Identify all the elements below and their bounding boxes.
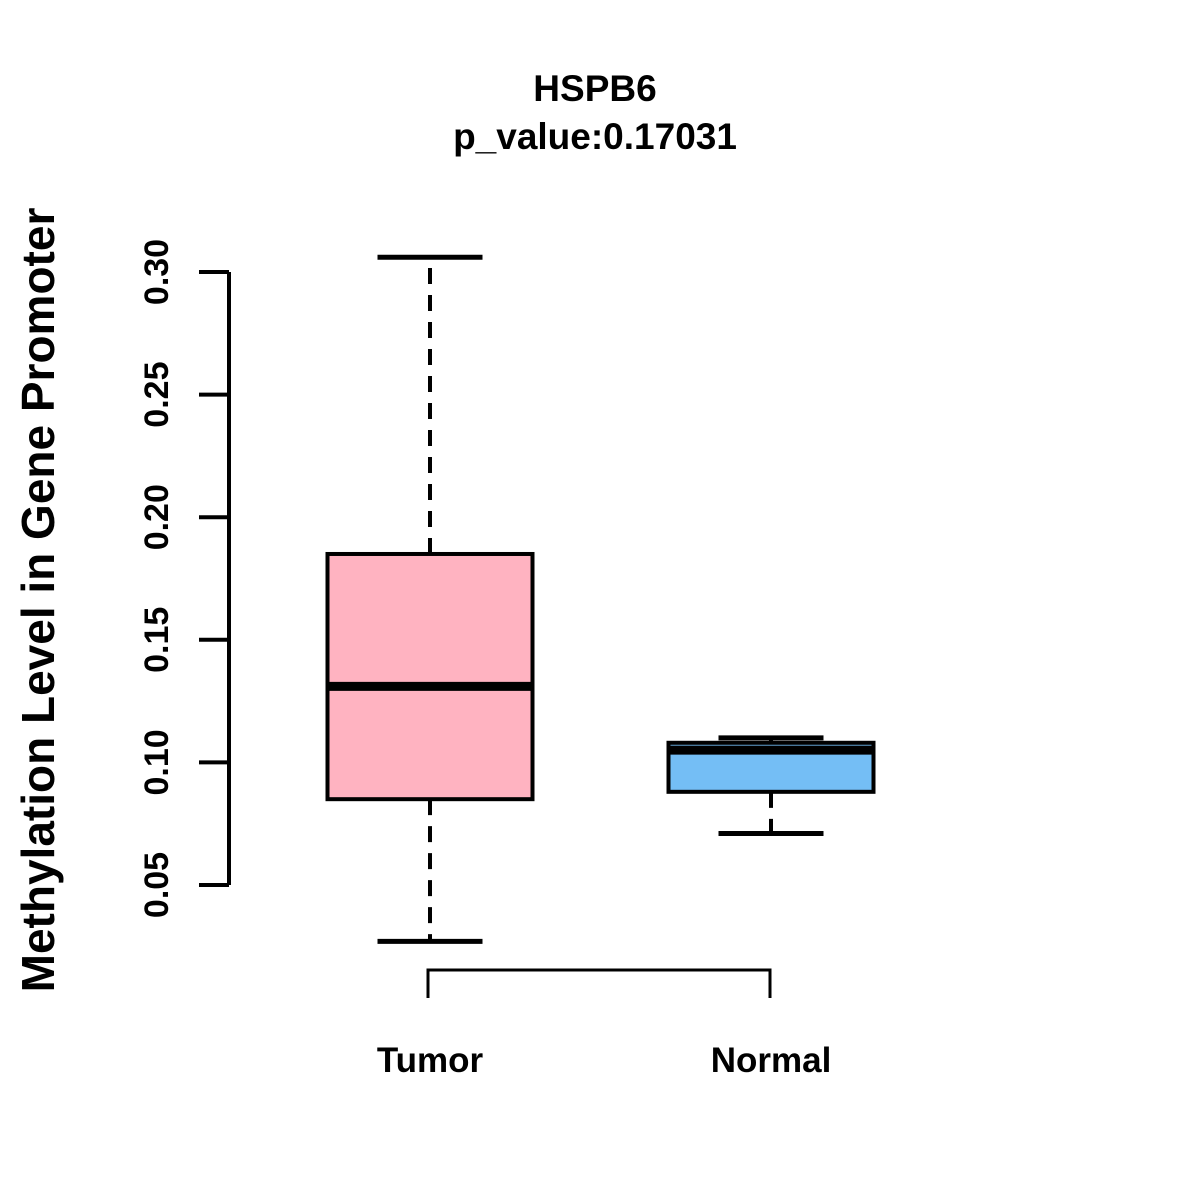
y-axis-tick-label: 0.05	[138, 852, 176, 918]
x-category-label-tumor: Tumor	[376, 1041, 484, 1080]
comparison-bracket	[426, 968, 772, 998]
y-axis-tick-label: 0.10	[138, 729, 176, 795]
chart-subtitle: p_value:0.17031	[453, 116, 737, 157]
x-category-label-normal: Normal	[710, 1041, 832, 1080]
chart-title: HSPB6	[533, 68, 657, 109]
y-axis-tick-label: 0.15	[138, 607, 176, 673]
y-axis-tick-label: 0.30	[138, 239, 176, 305]
tumor-box	[325, 551, 535, 802]
y-axis-tick-label: 0.20	[138, 484, 176, 550]
y-axis-tick-label: 0.25	[138, 362, 176, 428]
y-axis-label: Methylation Level in Gene Promoter	[12, 207, 64, 993]
